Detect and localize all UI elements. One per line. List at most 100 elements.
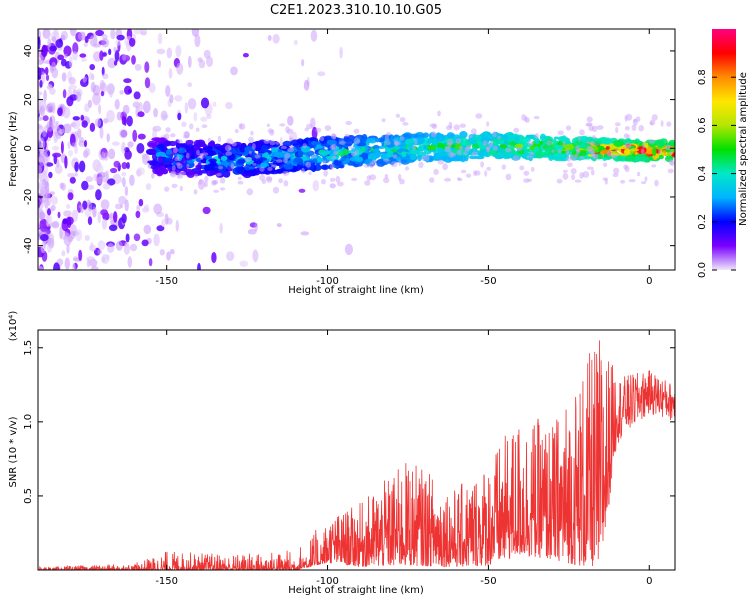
heatmap-band-cell [220, 155, 228, 161]
heatmap-band-cell [633, 156, 641, 163]
top-y-axis-label: Frequency (Hz) [8, 111, 19, 187]
heatmap-band-cell [333, 160, 342, 166]
heatmap-halo-cell [631, 124, 637, 131]
heatmap-noise-cell [71, 142, 77, 148]
heatmap-noise-cell [329, 183, 336, 189]
top-x-tick-label: -100 [316, 276, 339, 287]
heatmap-halo-cell [602, 177, 608, 181]
heatmap-noise-cell [95, 189, 102, 201]
heatmap-noise-cell [61, 72, 67, 82]
heatmap-halo-cell [231, 141, 237, 147]
heatmap-halo-cell [398, 173, 402, 181]
heatmap-band-cell [166, 149, 173, 155]
heatmap-noise-cell [81, 120, 88, 128]
heatmap-noise-cell [83, 41, 88, 48]
heatmap-halo-cell [566, 155, 571, 162]
heatmap-halo-cell [668, 151, 674, 155]
heatmap-band-cell [375, 138, 380, 143]
heatmap-halo-cell [591, 125, 598, 132]
heatmap-noise-cell [119, 90, 124, 95]
heatmap-halo-cell [404, 166, 410, 171]
heatmap-halo-cell [250, 130, 254, 136]
heatmap-band-cell [185, 139, 194, 145]
heatmap-noise-cell [38, 116, 43, 121]
heatmap-noise-cell [113, 46, 117, 53]
heatmap-noise-cell [206, 113, 212, 119]
heatmap-noise-cell [187, 55, 192, 68]
heatmap-halo-cell [578, 136, 581, 142]
heatmap-noise-cell [98, 104, 102, 115]
heatmap-noise-cell [89, 64, 95, 71]
heatmap-halo-cell [348, 146, 356, 150]
heatmap-halo-cell [513, 127, 520, 133]
heatmap-band-cell [373, 148, 380, 154]
heatmap-noise-cell [113, 60, 118, 66]
heatmap-halo-cell [220, 187, 226, 191]
heatmap-halo-cell [418, 161, 424, 168]
bottom-y-ticks: 0.5 1.0 1.5 [23, 340, 675, 504]
heatmap-noise-cell [119, 204, 124, 208]
top-y-ticks: -40 -20 0 20 40 [23, 45, 675, 254]
heatmap-band-cell [539, 133, 547, 142]
heatmap-blobs [38, 29, 675, 270]
heatmap-noise-cell [113, 211, 118, 223]
heatmap-halo-cell [345, 121, 353, 125]
heatmap-noise-cell [153, 233, 160, 247]
colorbar-tick-label: 0.2 [697, 214, 708, 230]
heatmap-noise-cell [68, 149, 73, 157]
heatmap-noise-cell [68, 55, 73, 68]
heatmap-noise-cell [58, 128, 65, 134]
heatmap-band-cell [354, 156, 364, 162]
heatmap-noise-cell [51, 102, 56, 114]
heatmap-noise-cell [95, 29, 104, 37]
heatmap-band-cell [386, 150, 394, 158]
heatmap-halo-cell [485, 146, 490, 153]
heatmap-noise-cell [57, 54, 65, 61]
heatmap-halo-cell [165, 127, 171, 133]
heatmap-noise-cell [184, 102, 188, 114]
heatmap-noise-cell [121, 115, 126, 125]
heatmap-halo-cell [272, 186, 280, 194]
colorbar-label: Normalized spectral amplitude [738, 72, 749, 226]
heatmap-halo-cell [612, 173, 619, 178]
heatmap-noise-cell [101, 254, 110, 264]
heatmap-halo-cell [392, 154, 398, 159]
heatmap-band-cell [426, 144, 437, 151]
heatmap-halo-cell [480, 161, 484, 168]
heatmap-halo-cell [453, 124, 460, 131]
heatmap-halo-cell [196, 149, 200, 156]
heatmap-band-cell [617, 154, 623, 162]
heatmap-noise-cell [339, 46, 343, 59]
heatmap-noise-cell [63, 210, 72, 217]
heatmap-halo-cell [234, 128, 239, 134]
heatmap-halo-cell [551, 149, 555, 153]
heatmap-noise-cell [200, 97, 210, 109]
heatmap-noise-cell [66, 244, 70, 254]
colorbar-tick-label: 0.4 [697, 166, 708, 182]
heatmap-halo-cell [644, 176, 648, 182]
heatmap-band-cell [592, 140, 603, 146]
heatmap-noise-cell [60, 58, 67, 67]
heatmap-noise-cell [57, 107, 63, 117]
heatmap-halo-cell [624, 115, 628, 122]
heatmap-halo-cell [442, 163, 448, 171]
heatmap-noise-cell [51, 61, 57, 72]
heatmap-noise-cell [121, 141, 126, 154]
bottom-y-tick-label: 1.5 [23, 340, 34, 356]
heatmap-halo-cell [369, 161, 374, 169]
heatmap-noise-cell [298, 188, 306, 193]
heatmap-band-cell [177, 147, 186, 154]
heatmap-noise-cell [67, 192, 74, 201]
heatmap-noise-cell [67, 141, 71, 149]
heatmap-halo-cell [304, 127, 309, 132]
heatmap-halo-cell [199, 152, 204, 160]
heatmap-noise-cell [109, 88, 113, 98]
heatmap-noise-cell [67, 217, 72, 229]
heatmap-halo-cell [464, 146, 470, 153]
heatmap-halo-cell [444, 145, 451, 153]
heatmap-noise-cell [211, 252, 217, 264]
heatmap-halo-cell [574, 179, 582, 183]
heatmap-halo-cell [557, 130, 564, 136]
heatmap-noise-cell [38, 218, 41, 230]
